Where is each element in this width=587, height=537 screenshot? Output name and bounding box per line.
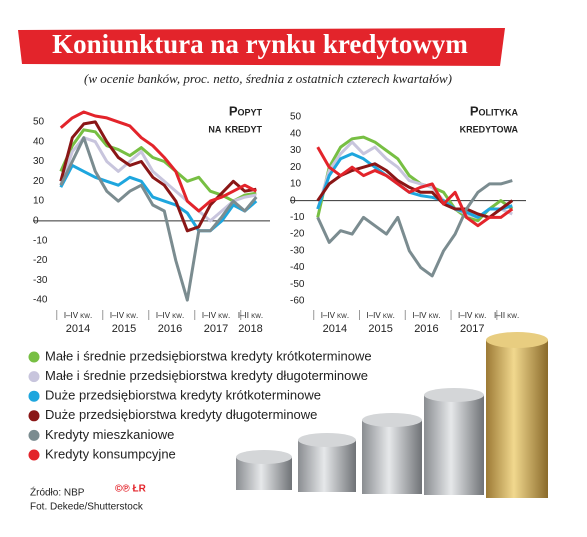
y-tick-label: -20 xyxy=(290,229,305,240)
y-tick-label: -50 xyxy=(290,279,305,290)
legend-label: Kredyty mieszkaniowe xyxy=(45,427,174,442)
period-label: I–IV kw. xyxy=(458,311,486,320)
y-tick-label: 50 xyxy=(290,112,302,123)
y-tick-label: -30 xyxy=(33,275,48,286)
series-line xyxy=(316,152,513,219)
year-label: 2014 xyxy=(66,323,90,335)
y-tick-label: -20 xyxy=(33,255,48,266)
year-label: 2016 xyxy=(414,323,438,335)
chart-title: Popyt xyxy=(229,103,263,118)
legend-swatch xyxy=(28,371,40,383)
period-label: I–IV kw. xyxy=(412,311,440,320)
legend-swatch xyxy=(28,429,40,441)
copyright-mark: ©℗ ŁR xyxy=(115,484,147,495)
y-tick-label: 20 xyxy=(33,176,45,187)
legend-swatch xyxy=(28,351,40,363)
y-tick-label: 40 xyxy=(33,136,45,147)
y-tick-label: 30 xyxy=(290,145,302,156)
y-tick-label: 10 xyxy=(33,196,45,207)
y-tick-label: -10 xyxy=(290,212,305,223)
period-label: I–IV kw. xyxy=(156,311,184,320)
y-tick-label: 20 xyxy=(290,162,302,173)
title: Koniunktura na rynku kredytowym xyxy=(52,29,468,59)
series-line xyxy=(59,120,257,233)
period-label: I–II kw. xyxy=(494,311,519,320)
year-label: 2015 xyxy=(112,323,136,335)
series-line xyxy=(59,110,257,213)
coins-photo xyxy=(236,332,548,498)
period-label: I–IV kw. xyxy=(366,311,394,320)
y-tick-label: -40 xyxy=(33,295,48,306)
legend-swatch xyxy=(28,449,40,461)
y-tick-label: -40 xyxy=(290,262,305,273)
subtitle: (w ocenie banków, proc. netto, średnia z… xyxy=(84,71,452,86)
period-label: I–IV kw. xyxy=(110,311,138,320)
series-line xyxy=(316,135,514,223)
series-line xyxy=(59,136,258,302)
series-line xyxy=(316,179,513,278)
year-label: 2015 xyxy=(368,323,392,335)
series-line xyxy=(316,146,514,228)
y-tick-label: 40 xyxy=(290,128,302,139)
photo-credit: Fot. Dekede/Shutterstock xyxy=(30,502,144,513)
source: Źródło: NBP xyxy=(30,486,85,499)
legend-label: Duże przedsiębiorstwa kredyty długotermi… xyxy=(45,407,317,422)
legend-label: Duże przedsiębiorstwa kredyty krótkoterm… xyxy=(45,388,321,403)
series-line xyxy=(59,163,258,233)
legend-label: Kredyty konsumpcyjne xyxy=(45,446,176,461)
y-tick-label: -60 xyxy=(290,296,305,307)
period-label: I–IV kw. xyxy=(321,311,349,320)
y-tick-label: 10 xyxy=(290,179,302,190)
series-line xyxy=(59,136,257,223)
legend-swatch xyxy=(28,410,40,422)
period-label: I–II kw. xyxy=(238,311,263,320)
chart-title: Polityka xyxy=(470,103,519,118)
title-banner xyxy=(18,28,505,66)
y-tick-label: -10 xyxy=(33,235,48,246)
year-label: 2016 xyxy=(158,323,182,335)
year-label: 2014 xyxy=(323,323,347,335)
chart-title: kredytowa xyxy=(460,120,519,135)
year-label: 2018 xyxy=(238,323,262,335)
period-label: I–IV kw. xyxy=(64,311,92,320)
legend-label: Małe i średnie przedsiębiorstwa kredyty … xyxy=(45,368,368,383)
legend-swatch xyxy=(28,390,40,402)
chart-title: na kredyt xyxy=(208,120,262,135)
y-tick-label: -30 xyxy=(290,245,305,256)
y-tick-label: 30 xyxy=(33,156,45,167)
year-label: 2017 xyxy=(460,323,484,335)
legend-label: Małe i średnie przedsiębiorstwa kredyty … xyxy=(45,348,372,363)
y-tick-label: 50 xyxy=(33,117,45,128)
period-label: I–IV kw. xyxy=(202,311,230,320)
year-label: 2017 xyxy=(204,323,228,335)
